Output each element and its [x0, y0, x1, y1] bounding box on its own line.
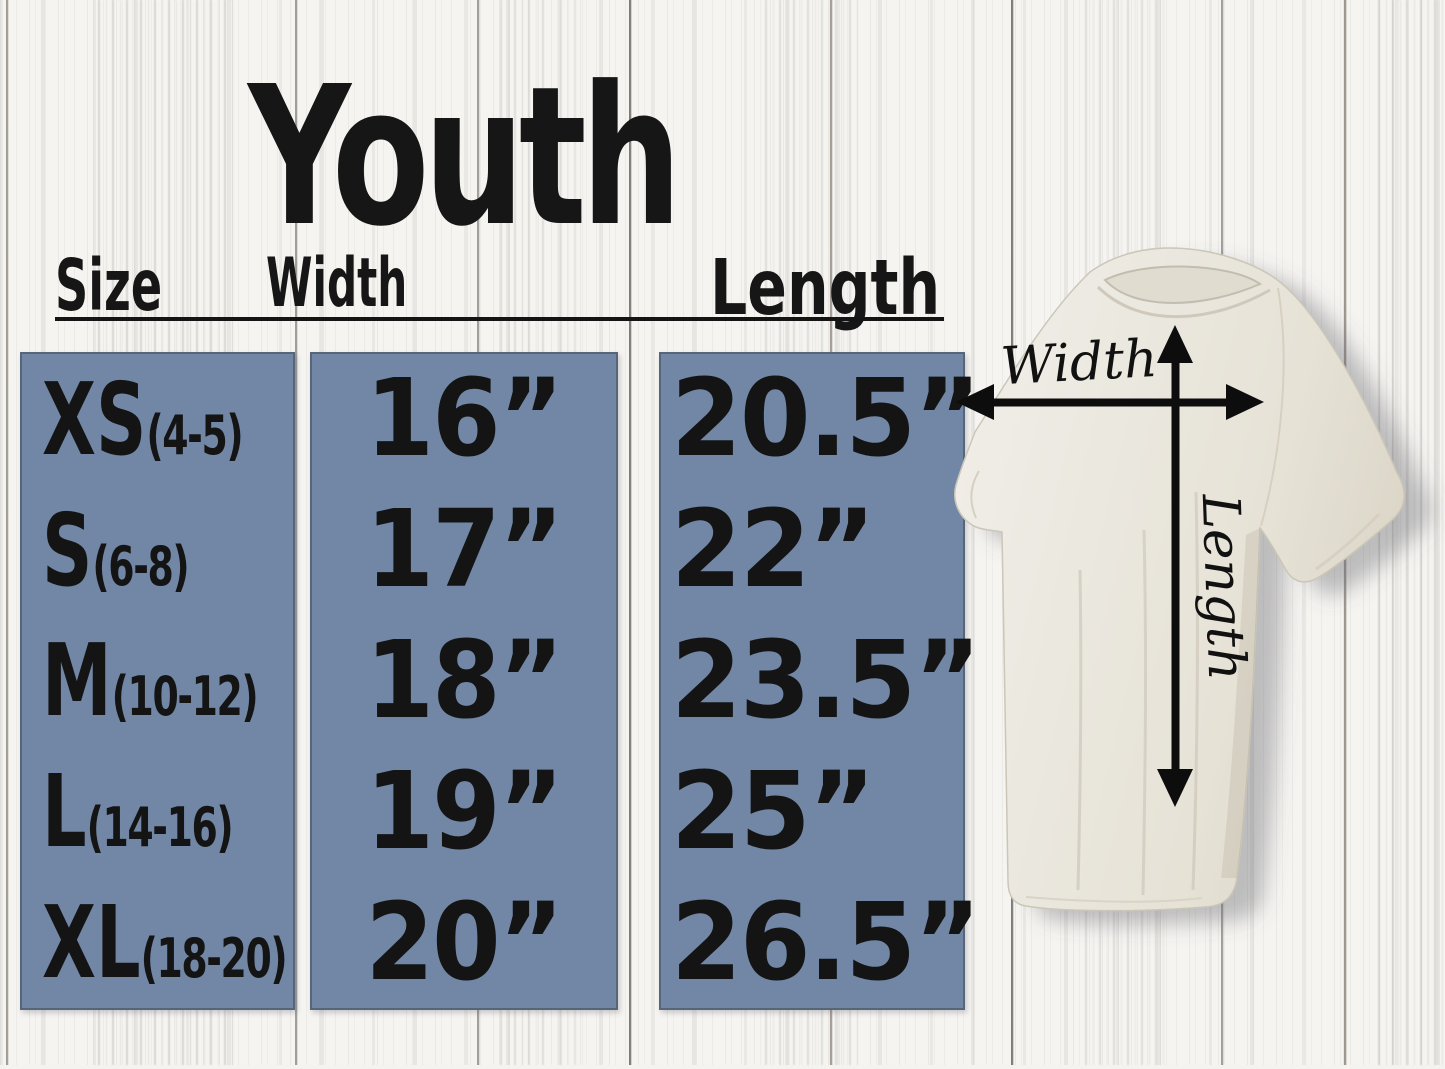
size-column: XS(4-5) S(6-8) M(10-12) L(14-16) XL(18-2…: [20, 352, 295, 1010]
size-cell: XS(4-5): [22, 354, 293, 485]
length-cell: 26.5”: [671, 880, 981, 1005]
tshirt-diagram: Width Length: [930, 230, 1445, 1065]
size-label: XS: [42, 360, 147, 478]
size-range: (18-20): [140, 927, 288, 991]
size-range: (4-5): [146, 403, 243, 467]
length-column: 20.5” 22” 23.5” 25” 26.5”: [659, 352, 981, 1010]
plank-divider: [629, 0, 632, 1065]
fold-line: [1076, 569, 1083, 891]
size-range: (6-8): [92, 534, 189, 598]
shirt-collar-seam: [1096, 285, 1271, 319]
page-title: Youth: [248, 46, 682, 269]
width-cell: 17”: [365, 488, 564, 613]
size-range: (14-16): [86, 796, 234, 860]
size-range: (10-12): [111, 665, 259, 729]
plank-divider: [6, 0, 9, 1065]
size-cell: M(10-12): [22, 616, 293, 747]
size-cell: L(14-16): [22, 746, 293, 877]
size-label: M: [42, 622, 112, 740]
sleeve-seam: [1260, 287, 1285, 527]
hem-seam: [1025, 896, 1203, 903]
length-cell: 25”: [671, 749, 875, 874]
column-header-length: Length: [710, 244, 941, 333]
column-header-size: Size: [55, 244, 163, 327]
width-column: 16” 17” 18” 19” 20”: [310, 352, 618, 1010]
width-arrow-label: Width: [999, 329, 1159, 397]
column-header-width: Width: [266, 244, 408, 323]
length-cell: 23.5”: [671, 618, 981, 743]
width-cell: 16”: [365, 357, 564, 482]
width-arrow: [956, 384, 1264, 420]
tshirt-graphic: Width Length: [954, 247, 1432, 925]
size-label: XL: [42, 884, 141, 1002]
cuff-seam: [1315, 512, 1381, 571]
width-cell: 18”: [365, 618, 564, 743]
width-cell: 20”: [365, 880, 564, 1005]
size-label: L: [42, 753, 87, 871]
width-cell: 19”: [365, 749, 564, 874]
plank-divider: [295, 0, 298, 1065]
shirt-collar: [1103, 265, 1263, 304]
left-cuff-seam: [970, 470, 980, 519]
size-cell: XL(18-20): [22, 877, 293, 1008]
fold-line: [1141, 529, 1148, 896]
size-cell: S(6-8): [22, 485, 293, 616]
fold-line: [1191, 491, 1199, 891]
length-cell: 20.5”: [671, 357, 981, 482]
body-shading: [1221, 528, 1260, 878]
size-label: S: [42, 491, 93, 609]
length-cell: 22”: [671, 488, 875, 613]
header-underline: [55, 317, 944, 321]
length-arrow: [1157, 325, 1193, 807]
length-arrow-label: Length: [1190, 492, 1257, 681]
